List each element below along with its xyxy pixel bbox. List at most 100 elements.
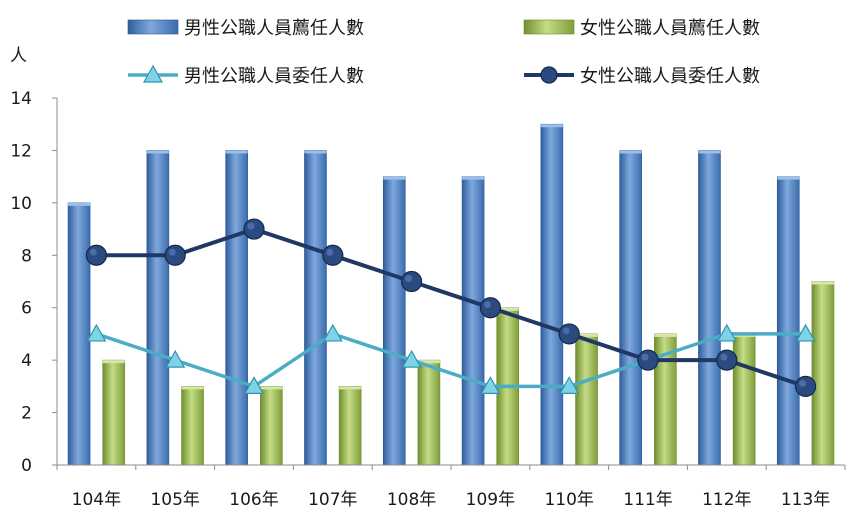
point-female-junior <box>558 323 580 345</box>
bar-top-highlight <box>68 202 91 206</box>
point-male-junior <box>86 323 107 342</box>
point-female-junior <box>401 270 423 293</box>
bar-male-senior <box>540 123 564 466</box>
point-female-junior <box>85 244 108 266</box>
y-tick-label: 0 <box>21 456 32 476</box>
bar-top-highlight <box>777 176 800 180</box>
bar-female-senior <box>811 281 835 466</box>
bar-top-highlight <box>383 176 406 180</box>
point-female-junior <box>794 375 817 397</box>
point-highlight <box>89 248 97 256</box>
point-female-junior <box>716 349 738 371</box>
legend-marker <box>142 64 164 83</box>
axis-layer: 0 2 4 6 8 10 12 14 104年 105年 106年 107年 108年 109年 110年 1… <box>10 89 846 509</box>
bar-male-senior <box>619 150 642 466</box>
point-highlight <box>483 301 491 309</box>
legend-male-junior: 男性公職人員委任人數 <box>128 64 364 87</box>
bar-female-senior <box>575 333 598 466</box>
y-tick-label: 14 <box>10 89 32 109</box>
x-tick-label: 110年 <box>544 490 593 509</box>
legend-swatch <box>127 19 179 35</box>
y-axis-unit-label: 人 <box>10 46 27 66</box>
bar-male-senior <box>146 150 170 466</box>
point-female-junior <box>243 218 265 240</box>
legend-label: 女性公職人員薦任人數 <box>580 18 760 39</box>
x-tick-label: 112年 <box>702 490 751 509</box>
bar-top-highlight <box>811 281 834 285</box>
bar-top-highlight <box>654 333 677 337</box>
point-highlight <box>326 248 334 256</box>
point-male-junior <box>480 376 501 394</box>
point-highlight <box>405 275 413 282</box>
x-tick-label: 108年 <box>387 490 436 509</box>
bar-male-senior <box>67 202 91 466</box>
x-tick-label: 109年 <box>466 490 515 509</box>
legend-label: 男性公職人員委任人數 <box>184 66 364 87</box>
y-tick-label: 10 <box>10 194 32 214</box>
point-female-junior <box>637 349 659 371</box>
x-tick-label: 107年 <box>308 490 357 509</box>
x-tick-label: 106年 <box>229 490 278 509</box>
legend-marker <box>540 66 558 84</box>
bar-female-senior <box>338 386 362 466</box>
bar-top-highlight <box>619 150 642 154</box>
line-female-junior <box>96 227 807 389</box>
bar-top-highlight <box>417 360 440 364</box>
point-highlight <box>168 248 176 256</box>
y-tick-label: 4 <box>21 351 32 371</box>
y-tick-label: 12 <box>10 141 32 161</box>
bar-male-senior <box>698 150 721 466</box>
bar-male-senior <box>461 176 485 466</box>
x-tick-label: 104年 <box>72 490 121 509</box>
legend-female-junior: 女性公職人員委任人數 <box>524 66 760 87</box>
bar-top-highlight <box>260 386 283 390</box>
bar-top-highlight <box>339 386 362 390</box>
x-tick-label: 111年 <box>623 490 672 509</box>
bar-top-highlight <box>575 333 598 337</box>
point-highlight <box>641 353 649 361</box>
bar-top-highlight <box>540 124 563 128</box>
bar-top-highlight <box>225 150 248 154</box>
point-female-junior <box>322 244 344 266</box>
point-male-junior <box>401 349 422 368</box>
point-male-junior <box>243 376 265 394</box>
legend-male-senior: 男性公職人員薦任人數 <box>127 18 364 39</box>
point-highlight <box>562 327 570 335</box>
point-male-junior <box>716 323 737 342</box>
bar-female-senior <box>260 386 283 466</box>
point-highlight <box>247 222 255 230</box>
y-tick-label: 6 <box>21 299 32 319</box>
point-male-junior <box>322 323 343 342</box>
legend-swatch <box>523 19 575 35</box>
point-male-junior <box>165 349 186 368</box>
legend-female-senior: 女性公職人員薦任人數 <box>523 18 760 39</box>
bar-female-senior <box>181 386 204 466</box>
legend-label: 女性公職人員委任人數 <box>580 66 760 87</box>
lines-layer <box>85 218 817 397</box>
line-male-junior <box>95 332 806 389</box>
bar-male-senior <box>776 176 800 466</box>
point-male-junior <box>795 323 816 342</box>
x-tick-label: 113年 <box>781 490 830 509</box>
y-tick-label: 8 <box>21 246 32 266</box>
bar-female-senior <box>102 359 126 466</box>
bar-male-senior <box>304 150 327 466</box>
bar-female-senior <box>732 333 756 466</box>
bar-top-highlight <box>462 176 485 180</box>
legend-label: 男性公職人員薦任人數 <box>184 18 364 39</box>
bar-top-highlight <box>496 307 519 311</box>
point-highlight <box>720 353 728 361</box>
bar-top-highlight <box>304 150 327 154</box>
bar-top-highlight <box>698 150 721 154</box>
bar-top-highlight <box>181 386 204 390</box>
point-highlight <box>799 379 807 387</box>
point-female-junior <box>479 297 501 319</box>
bar-female-senior <box>417 359 441 466</box>
bar-male-senior <box>225 150 248 466</box>
bar-male-senior <box>382 176 406 466</box>
point-male-junior <box>559 376 580 394</box>
y-tick-label: 2 <box>21 404 32 424</box>
